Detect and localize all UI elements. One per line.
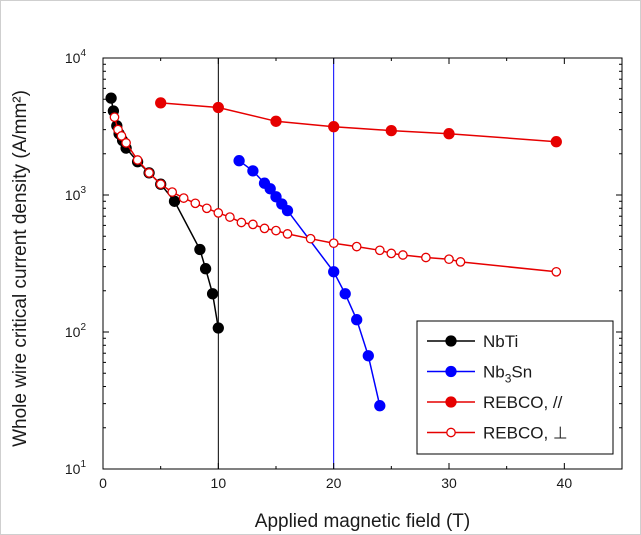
legend-label-subscript: 3 bbox=[505, 372, 512, 386]
data-point bbox=[144, 168, 154, 178]
data-point bbox=[270, 191, 282, 203]
data-point bbox=[455, 257, 466, 267]
data-point bbox=[282, 229, 293, 239]
y-tick-label: 103 bbox=[65, 185, 87, 203]
y-axis-label: Whole wire critical current density (A/m… bbox=[10, 90, 31, 447]
y-tick-label: 104 bbox=[65, 48, 87, 66]
series-rebco bbox=[109, 112, 562, 277]
data-point bbox=[213, 208, 224, 218]
series-line bbox=[110, 97, 220, 329]
legend-label: REBCO, ⊥ bbox=[483, 424, 568, 443]
y-tick-exponent: 2 bbox=[80, 322, 86, 333]
data-point bbox=[168, 195, 181, 207]
data-point bbox=[116, 131, 127, 141]
series-layer bbox=[105, 92, 562, 412]
data-point bbox=[155, 179, 166, 190]
y-tick-label: 101 bbox=[65, 459, 87, 477]
data-point bbox=[328, 238, 339, 249]
data-point bbox=[236, 217, 247, 228]
data-point bbox=[374, 400, 386, 412]
legend-label: REBCO, // bbox=[483, 393, 563, 412]
data-point bbox=[206, 288, 219, 300]
data-point bbox=[259, 223, 270, 234]
legend-label: Nb3Sn bbox=[483, 363, 532, 386]
legend-label: NbTi bbox=[483, 332, 518, 351]
data-point bbox=[178, 193, 189, 203]
legend-entry: REBCO, // bbox=[427, 393, 563, 412]
data-point bbox=[305, 233, 316, 244]
plot-area-border bbox=[102, 57, 623, 470]
data-point bbox=[398, 250, 408, 260]
data-point bbox=[270, 115, 282, 127]
data-point bbox=[233, 155, 245, 167]
legend-marker bbox=[445, 396, 457, 408]
legend-marker bbox=[445, 365, 457, 378]
legend-label-part: Sn bbox=[511, 363, 532, 382]
data-point bbox=[190, 198, 201, 209]
data-point bbox=[421, 252, 431, 263]
data-point bbox=[247, 165, 259, 177]
data-point bbox=[132, 155, 143, 165]
data-point bbox=[351, 314, 363, 326]
data-point bbox=[351, 241, 362, 252]
data-point bbox=[386, 248, 397, 259]
data-point bbox=[194, 243, 206, 256]
data-point bbox=[374, 245, 385, 256]
data-point bbox=[551, 266, 562, 277]
x-tick-label: 40 bbox=[557, 475, 573, 491]
data-point bbox=[550, 136, 562, 148]
y-tick-exponent: 3 bbox=[80, 185, 86, 196]
data-point bbox=[248, 219, 258, 230]
x-axis-label: Applied magnetic field (T) bbox=[255, 511, 470, 532]
y-tick-label: 102 bbox=[65, 322, 87, 340]
y-tick-exponent: 4 bbox=[80, 48, 86, 59]
y-tick-exponent: 1 bbox=[80, 459, 86, 470]
series-line bbox=[113, 116, 557, 273]
legend-entry: NbTi bbox=[427, 332, 518, 351]
series-nb3sn bbox=[233, 155, 386, 412]
series-rebco bbox=[155, 97, 562, 148]
data-point bbox=[212, 101, 224, 114]
data-point bbox=[212, 322, 224, 334]
axis-ticks: 0 10 20 30 40 101 102 103 104 bbox=[65, 48, 622, 491]
data-point bbox=[385, 124, 397, 137]
data-point bbox=[109, 112, 120, 123]
data-point bbox=[167, 187, 178, 197]
legend-entry: REBCO, ⊥ bbox=[427, 424, 568, 443]
data-point bbox=[225, 212, 235, 222]
data-point bbox=[444, 254, 454, 265]
data-point bbox=[201, 203, 212, 214]
legend-marker bbox=[446, 427, 456, 438]
data-point bbox=[443, 128, 455, 140]
x-tick-label: 0 bbox=[99, 475, 107, 491]
data-point bbox=[328, 121, 340, 133]
data-point bbox=[121, 138, 131, 148]
data-point bbox=[328, 266, 340, 278]
x-tick-label: 10 bbox=[211, 475, 227, 491]
x-tick-label: 20 bbox=[326, 475, 342, 491]
legend-marker bbox=[445, 335, 457, 347]
data-point bbox=[155, 97, 167, 109]
data-point bbox=[362, 350, 374, 362]
data-point bbox=[271, 225, 281, 236]
series-line bbox=[238, 160, 381, 406]
series-nbti bbox=[105, 92, 224, 334]
legend: NbTi Nb3Sn REBCO, // REBCO, ⊥ bbox=[416, 320, 614, 455]
x-tick-label: 30 bbox=[441, 475, 457, 491]
data-point bbox=[281, 204, 294, 217]
data-point bbox=[199, 263, 212, 275]
data-point bbox=[339, 288, 351, 300]
legend-entry: Nb3Sn bbox=[427, 363, 532, 386]
legend-label-part: Nb bbox=[483, 363, 505, 382]
data-point bbox=[105, 92, 117, 104]
data-point bbox=[264, 183, 276, 195]
